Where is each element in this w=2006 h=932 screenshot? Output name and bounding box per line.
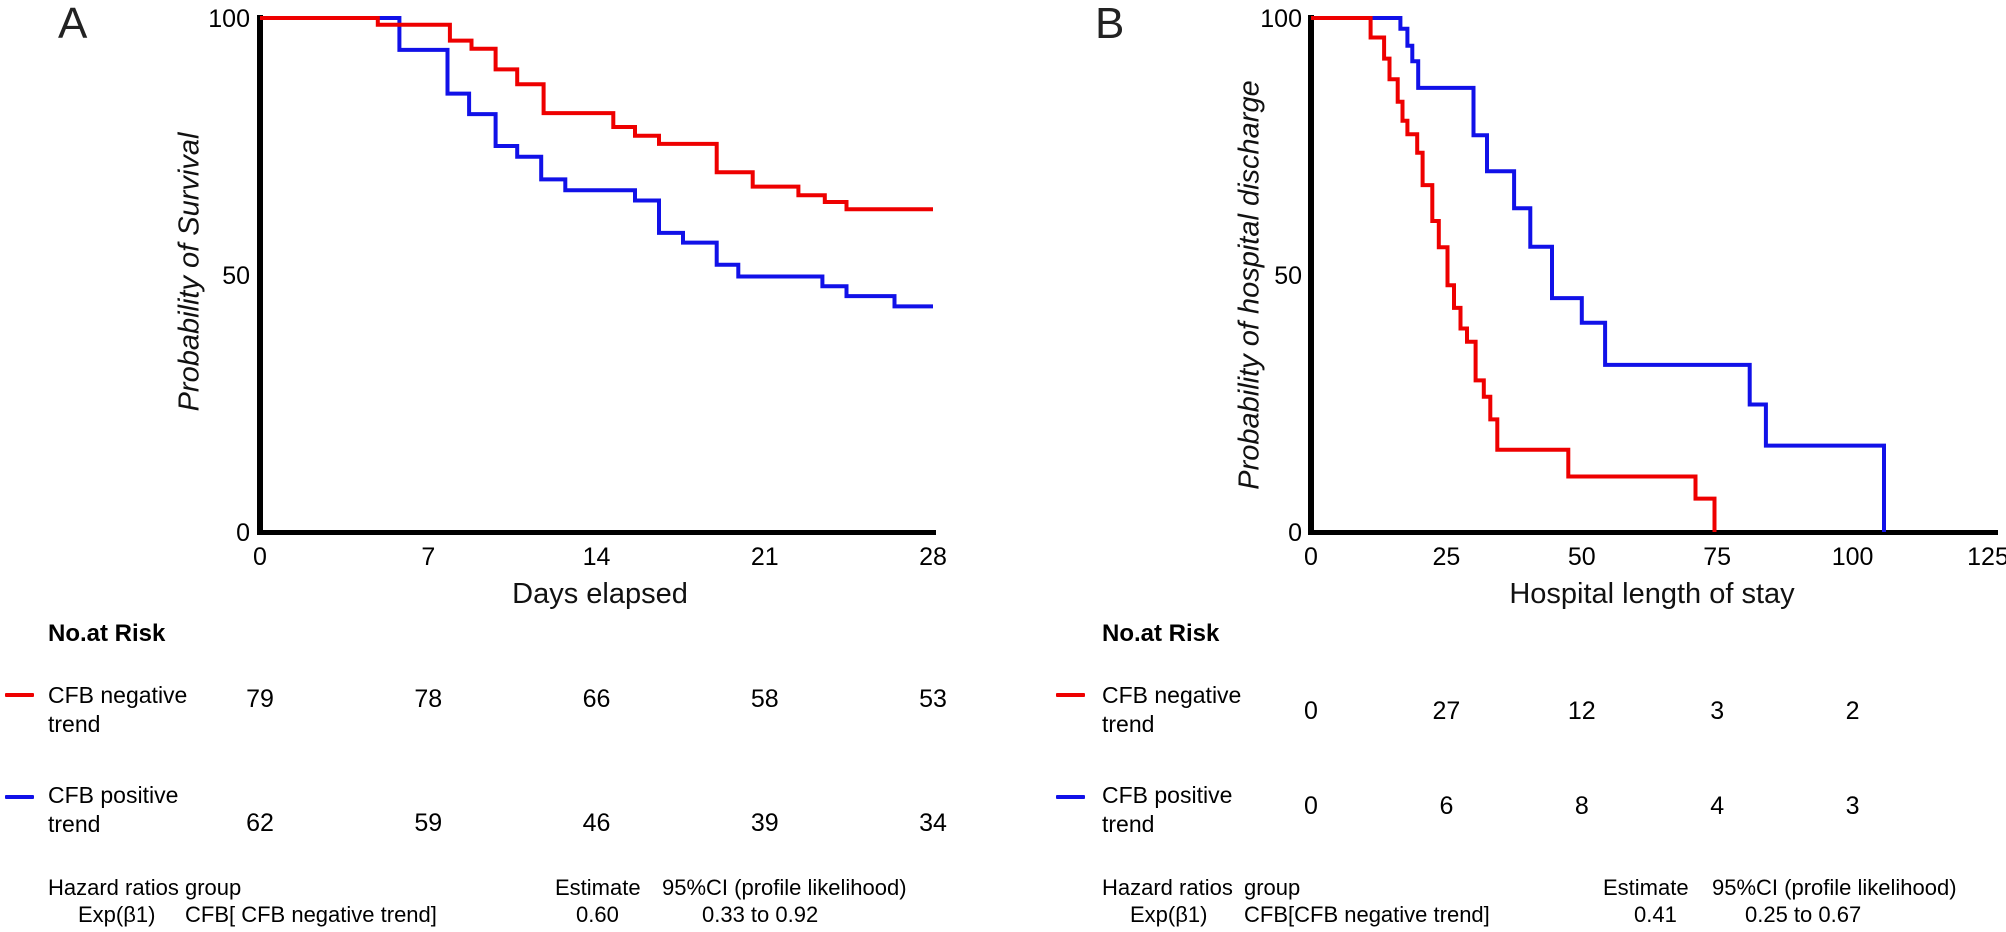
risk-count-a-row1: 58 <box>750 685 779 713</box>
risk-count-b-row2: 4 <box>1710 792 1725 820</box>
risk-count-b-row2: 3 <box>1845 792 1860 820</box>
risk-table-b-title: No.at Risk <box>1102 620 1220 647</box>
y-tick-label-A: 50 <box>222 262 250 290</box>
y-tick-label-B: 100 <box>1260 5 1302 33</box>
hazard-a-ci-value: 0.33 to 0.92 <box>702 902 819 927</box>
legend-dash-cfb-negative-a <box>5 693 34 697</box>
hazard-a-exp-beta: Exp(β1) <box>78 902 156 927</box>
hazard-a-estimate-value: 0.60 <box>576 902 619 927</box>
risk-count-a-row2: 59 <box>414 809 443 837</box>
panel-a-x-axis-title: Days elapsed <box>512 578 688 610</box>
risk-row-label-cfb-negative-a: CFB negative trend <box>48 681 187 739</box>
hazard-a-header-label: Hazard ratios <box>48 875 179 900</box>
risk-row-label-line2: trend <box>48 711 101 737</box>
x-axis-line-A <box>257 530 936 535</box>
legend-dash-cfb-positive-a <box>5 795 34 799</box>
hazard-b-header-group: group <box>1244 875 1301 900</box>
risk-count-b-row2: 6 <box>1439 792 1454 820</box>
kaplan-meier-charts-svg: 0 7 14 21 28 0 50 100 0 25 50 75 100 125 0 50 100 <box>208 5 2006 571</box>
risk-count-b-row1: 0 <box>1304 697 1318 725</box>
risk-count-b-row1: 3 <box>1710 697 1725 725</box>
risk-row-label-line2: trend <box>1102 711 1155 737</box>
y-axis-line-B <box>1308 15 1314 535</box>
hazard-b-estimate-value: 0.41 <box>1634 902 1677 927</box>
risk-row-label-cfb-positive-a: CFB positive trend <box>48 781 178 839</box>
hazard-a-header-ci: 95%CI (profile likelihood) <box>662 875 907 900</box>
risk-row-label-cfb-negative-b: CFB negative trend <box>1102 681 1241 739</box>
hazard-b-header-ci: 95%CI (profile likelihood) <box>1712 875 1957 900</box>
hazard-a-group-value: CFB[ CFB negative trend] <box>185 902 437 927</box>
hazard-a-header-group: group <box>185 875 242 900</box>
legend-dash-cfb-negative-b <box>1056 693 1085 697</box>
panel-b-y-axis-title: Probability of hospital discharge <box>1233 80 1266 490</box>
km-curve-A-cfb-negative-trend <box>260 16 933 212</box>
x-tick-label-B: 25 <box>1432 543 1460 571</box>
risk-count-b-row2: 0 <box>1304 792 1318 820</box>
x-tick-label-B: 125 <box>1967 543 2006 571</box>
hazard-b-exp-beta: Exp(β1) <box>1130 902 1208 927</box>
y-tick-label-B: 0 <box>1288 519 1302 547</box>
risk-row-label-line2: trend <box>48 811 101 837</box>
panel-a-letter: A <box>58 0 88 48</box>
hazard-b-header-label: Hazard ratios <box>1102 875 1233 900</box>
risk-row-label-cfb-positive-b: CFB positive trend <box>1102 781 1232 839</box>
y-tick-label-B: 50 <box>1274 262 1302 290</box>
x-tick-label-A: 28 <box>919 543 947 571</box>
risk-count-a-row1: 79 <box>246 685 274 713</box>
x-tick-label-B: 75 <box>1703 543 1731 571</box>
panel-b-x-axis-title: Hospital length of stay <box>1509 578 1795 610</box>
legend-dash-cfb-positive-b <box>1056 795 1085 799</box>
risk-row-label-line1: CFB positive <box>1102 782 1233 808</box>
hazard-b-ci-value: 0.25 to 0.67 <box>1745 902 1862 927</box>
risk-count-b-row1: 12 <box>1567 697 1596 725</box>
risk-table-a-title: No.at Risk <box>48 620 166 647</box>
panel-a-plot: 0 7 14 21 28 0 50 100 <box>208 5 947 571</box>
risk-count-b-row1: 27 <box>1432 697 1461 725</box>
risk-count-a-row2: 34 <box>919 809 947 837</box>
x-axis-line-B <box>1308 530 1998 535</box>
panel-b-letter: B <box>1095 0 1125 48</box>
risk-count-a-row1: 66 <box>582 685 611 713</box>
km-curve-A-cfb-positive-trend <box>260 16 933 309</box>
hazard-a-header-estimate: Estimate <box>555 875 641 900</box>
risk-count-a-row1: 53 <box>919 685 947 713</box>
risk-count-a-row2: 39 <box>750 809 779 837</box>
x-tick-label-B: 100 <box>1832 543 1874 571</box>
x-tick-label-A: 7 <box>421 543 435 571</box>
x-tick-label-A: 0 <box>253 543 267 571</box>
x-tick-label-A: 21 <box>751 543 779 571</box>
risk-row-label-line1: CFB negative <box>48 682 188 708</box>
y-tick-label-A: 0 <box>236 519 250 547</box>
hazard-b-header-estimate: Estimate <box>1603 875 1689 900</box>
risk-count-b-row1: 2 <box>1845 697 1860 725</box>
risk-count-a-row2: 46 <box>582 809 611 837</box>
risk-row-label-line2: trend <box>1102 811 1155 837</box>
km-curve-B-cfb-negative-trend <box>1311 16 1717 532</box>
x-tick-label-B: 50 <box>1568 543 1596 571</box>
risk-count-a-row2: 62 <box>246 809 274 837</box>
x-tick-label-B: 0 <box>1304 543 1318 571</box>
panel-a-y-axis-title: Probability of Survival <box>173 132 206 412</box>
km-curve-B-cfb-positive-trend <box>1311 16 1886 532</box>
panel-b-plot: 0 25 50 75 100 125 0 50 100 <box>1260 5 2006 571</box>
risk-row-label-line1: CFB negative <box>1102 682 1242 708</box>
risk-row-label-line1: CFB positive <box>48 782 179 808</box>
y-tick-label-A: 100 <box>208 5 250 33</box>
x-tick-label-A: 14 <box>583 543 611 571</box>
hazard-b-group-value: CFB[CFB negative trend] <box>1244 902 1490 927</box>
y-axis-line-A <box>257 15 263 535</box>
risk-count-b-row2: 8 <box>1574 792 1589 820</box>
risk-count-a-row1: 78 <box>414 685 443 713</box>
